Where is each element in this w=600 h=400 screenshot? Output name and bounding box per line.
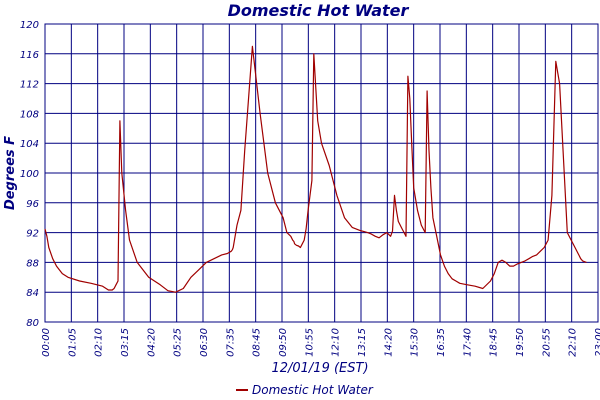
series-line-domestic-hot-water [44,45,587,293]
x-tick-label: 22:10 [568,328,579,357]
x-tick-label: 00:00 [41,328,52,357]
y-tick-label: 116 [20,50,39,61]
x-tick-label: 12:10 [331,328,342,357]
y-axis-ticks: 80 84 88 92 96 100 104 108 112 116 120 [20,20,39,329]
x-tick-label: 14:20 [383,328,394,357]
y-axis-label: Degrees F [3,136,18,210]
x-tick-label: 16:35 [436,328,447,357]
x-axis-label: 12/01/19 (EST) [271,361,368,376]
x-tick-label: 19:50 [515,328,526,357]
y-tick-label: 80 [26,318,39,329]
y-tick-label: 84 [26,288,39,299]
y-tick-label: 96 [26,199,39,210]
x-tick-label: 09:50 [278,328,289,357]
series-group [44,45,587,293]
y-tick-label: 88 [26,258,39,269]
x-tick-label: 23:00 [594,328,600,357]
x-tick-label: 08:45 [252,328,263,357]
x-tick-label: 03:15 [120,328,131,357]
y-tick-label: 92 [26,229,39,240]
x-tick-label: 13:15 [357,328,368,357]
x-axis-ticks: 00:00 01:05 02:10 03:15 04:20 05:25 06:30 07:35… [41,328,600,357]
x-tick-label: 07:35 [225,328,236,357]
x-tick-label: 05:25 [173,328,184,357]
y-tick-label: 104 [20,139,39,150]
x-tick-label: 02:10 [94,328,105,357]
x-tick-label: 18:45 [489,328,500,357]
x-tick-label: 04:20 [146,328,157,357]
y-tick-label: 100 [20,169,39,180]
y-tick-label: 120 [20,20,39,31]
chart-grid [44,23,599,323]
legend-label: Domestic Hot Water [252,383,374,397]
x-tick-label: 20:55 [541,328,552,357]
x-tick-label: 06:30 [199,328,210,357]
legend: Domestic Hot Water [236,383,374,397]
x-tick-label: 10:55 [304,328,315,357]
x-tick-label: 15:30 [410,328,421,357]
y-tick-label: 112 [20,80,39,91]
x-tick-label: 01:05 [67,328,78,357]
chart-title: Domestic Hot Water [228,1,410,20]
x-tick-label: 17:40 [462,328,473,357]
y-tick-label: 108 [20,109,39,120]
